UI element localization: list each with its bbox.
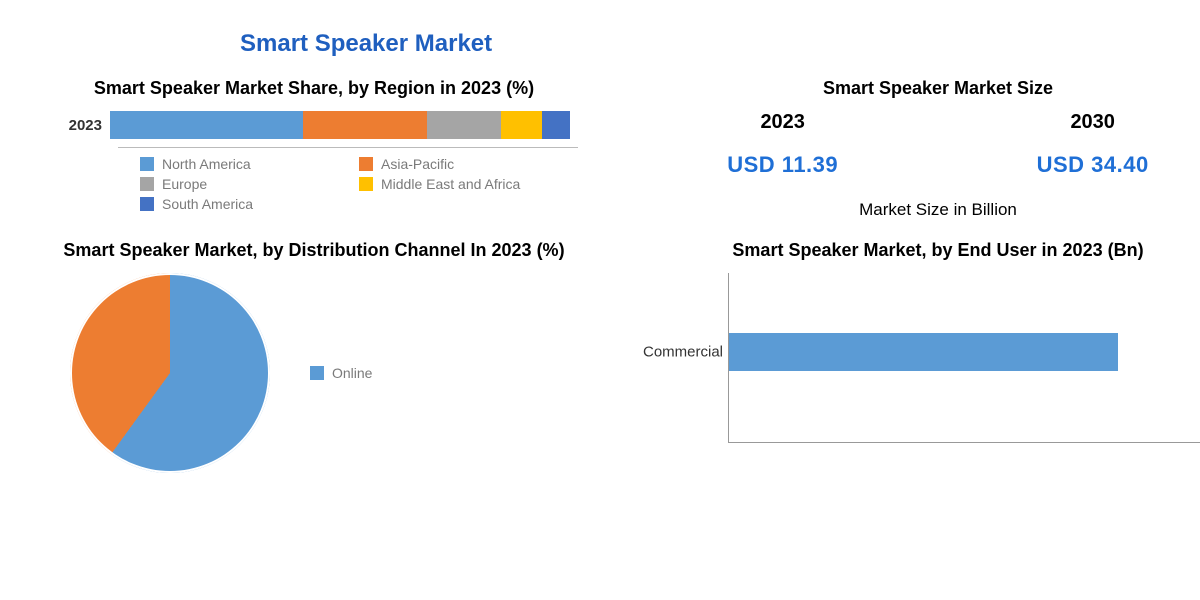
legend-label: North America — [162, 156, 251, 172]
market-size-title: Smart Speaker Market Size — [628, 78, 1200, 99]
legend-swatch — [359, 177, 373, 191]
legend-swatch — [140, 177, 154, 191]
legend-label: Asia-Pacific — [381, 156, 454, 172]
region-share-legend: North America Asia-Pacific Europe Middle Ea… — [140, 156, 578, 212]
legend-item: Asia-Pacific — [359, 156, 578, 172]
legend-item: Middle East and Africa — [359, 176, 578, 192]
region-share-year-label: 2023 — [50, 117, 110, 134]
legend-label: Europe — [162, 176, 207, 192]
distribution-pie — [70, 273, 270, 473]
distribution-legend: Online — [310, 365, 372, 381]
region-segment — [303, 111, 427, 139]
region-share-panel: Smart Speaker Market Share, by Region in… — [40, 78, 588, 220]
enduser-panel: Smart Speaker Market, by End User in 202… — [628, 230, 1200, 473]
enduser-plot: Commercial — [728, 273, 1200, 443]
legend-swatch — [140, 157, 154, 171]
legend-item: North America — [140, 156, 359, 172]
hbar-row: Commercial — [729, 333, 1200, 371]
legend-item: South America — [140, 196, 359, 212]
chart-grid: Smart Speaker Market Share, by Region in… — [40, 78, 1160, 473]
enduser-title: Smart Speaker Market, by End User in 202… — [628, 240, 1200, 261]
legend-swatch — [310, 366, 324, 380]
market-size-col-2023: 2023 USD 11.39 — [727, 111, 838, 178]
legend-swatch — [140, 197, 154, 211]
market-size-year: 2023 — [727, 111, 838, 134]
legend-label: Middle East and Africa — [381, 176, 520, 192]
region-share-row: 2023 — [50, 111, 578, 139]
legend-label: South America — [162, 196, 253, 212]
region-share-title: Smart Speaker Market Share, by Region in… — [50, 78, 578, 99]
distribution-title: Smart Speaker Market, by Distribution Ch… — [40, 240, 588, 261]
region-share-axis — [118, 147, 578, 148]
distribution-panel: Smart Speaker Market, by Distribution Ch… — [40, 230, 588, 473]
main-title: Smart Speaker Market — [240, 30, 1160, 58]
market-size-value: USD 34.40 — [1037, 152, 1149, 178]
market-size-col-2030: 2030 USD 34.40 — [1037, 111, 1149, 178]
market-size-panel: Smart Speaker Market Size 2023 USD 11.39… — [628, 78, 1200, 220]
market-size-year: 2030 — [1037, 111, 1149, 134]
market-size-columns: 2023 USD 11.39 2030 USD 34.40 — [628, 111, 1200, 178]
region-share-bar — [110, 111, 570, 139]
hbar-label: Commercial — [643, 344, 729, 361]
region-segment — [542, 111, 570, 139]
legend-label: Online — [332, 365, 372, 381]
hbar — [729, 333, 1118, 371]
legend-item: Europe — [140, 176, 359, 192]
region-segment — [427, 111, 501, 139]
market-size-value: USD 11.39 — [727, 152, 838, 178]
legend-item: Online — [310, 365, 372, 381]
region-segment — [501, 111, 542, 139]
legend-swatch — [359, 157, 373, 171]
distribution-pie-wrap: Online — [70, 273, 588, 473]
market-size-note: Market Size in Billion — [628, 200, 1200, 220]
region-segment — [110, 111, 303, 139]
